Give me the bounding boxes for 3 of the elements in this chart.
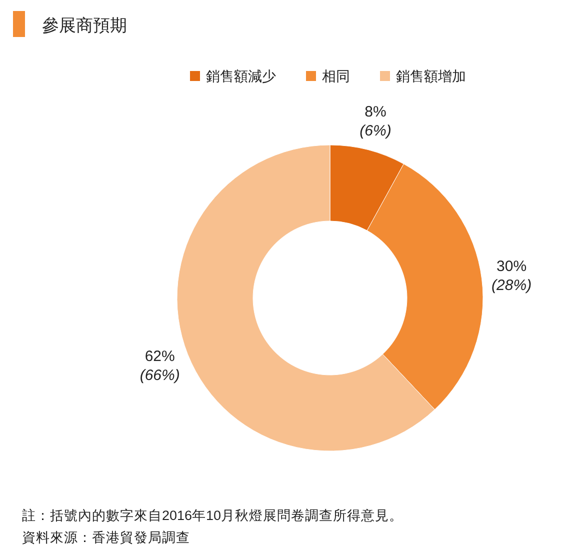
title: 參展商預期 (42, 16, 127, 35)
annotation: 資料來源：香港貿發局調查 (22, 530, 190, 545)
annotation: 註：括號內的數字來自2016年10月秋燈展問卷調查所得意見。 (22, 508, 404, 523)
